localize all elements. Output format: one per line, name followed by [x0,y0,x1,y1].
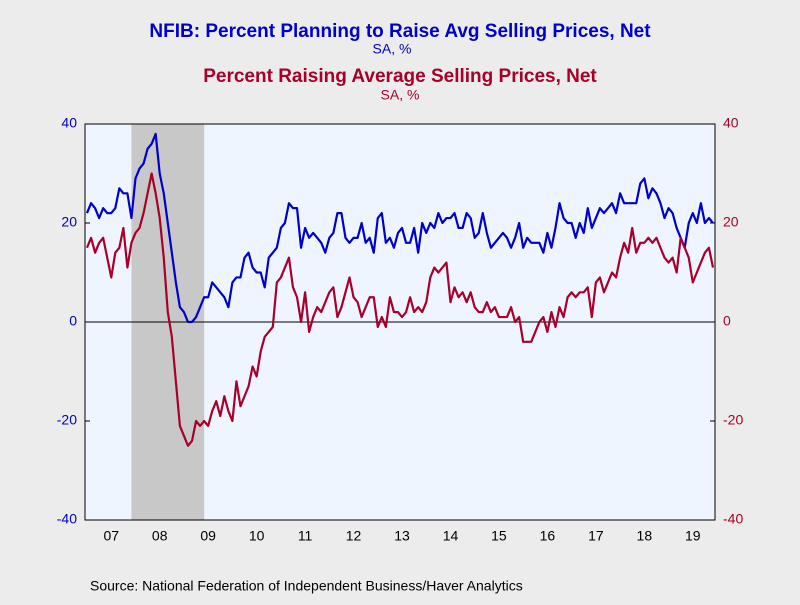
y-tick-label: 40 [61,115,77,131]
x-tick-label: 07 [103,528,119,544]
series-subtitle: SA, % [373,41,412,57]
y-tick-label: -40 [57,511,77,527]
y2-tick-label: -40 [723,511,743,527]
x-tick-label: 16 [540,528,556,544]
x-tick-label: 09 [200,528,216,544]
x-tick-label: 11 [298,528,313,544]
x-tick-label: 19 [685,528,701,544]
y-tick-label: 20 [61,214,77,230]
series-line [86,132,714,324]
y2-tick-label: 20 [723,214,739,230]
x-tick-label: 15 [491,528,507,544]
y-tick-label: -20 [57,412,77,428]
series-subtitle: SA, % [381,87,420,103]
x-tick-label: 12 [346,528,362,544]
y2-tick-label: 0 [723,313,731,329]
source-note: Source: National Federation of Independe… [90,578,523,594]
y-tick-label: 0 [69,313,77,329]
x-tick-label: 08 [152,528,168,544]
y2-tick-label: 40 [723,115,739,131]
plot-frame [84,123,716,521]
x-tick-label: 18 [637,528,653,544]
x-tick-label: 13 [394,528,410,544]
series-line [86,172,715,447]
y2-tick-label: -20 [723,412,743,428]
x-tick-label: 10 [249,528,265,544]
series-title: Percent Raising Average Selling Prices, … [203,66,597,87]
x-tick-label: 14 [443,528,459,544]
series-title: NFIB: Percent Planning to Raise Avg Sell… [149,21,651,42]
x-tick-label: 17 [588,528,604,544]
